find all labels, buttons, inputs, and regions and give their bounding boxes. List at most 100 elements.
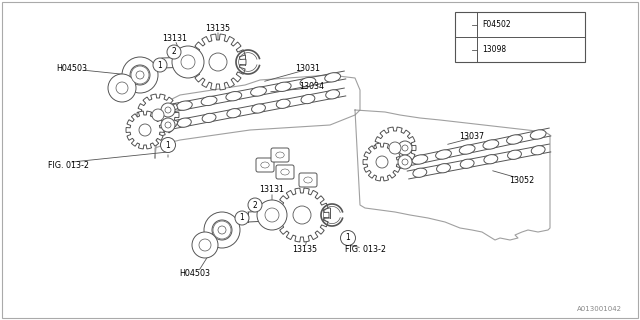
Circle shape <box>199 239 211 251</box>
Circle shape <box>122 57 158 93</box>
Circle shape <box>212 220 232 240</box>
Text: 1: 1 <box>166 140 170 149</box>
Text: 13034: 13034 <box>300 82 324 91</box>
Circle shape <box>152 109 164 121</box>
Circle shape <box>376 156 388 168</box>
Circle shape <box>209 53 227 71</box>
Ellipse shape <box>177 101 192 110</box>
Ellipse shape <box>436 164 451 173</box>
Circle shape <box>130 65 150 85</box>
Ellipse shape <box>460 145 475 154</box>
Text: F04502: F04502 <box>482 20 511 29</box>
Text: A013001042: A013001042 <box>577 306 622 312</box>
Circle shape <box>167 45 181 59</box>
Text: H04503: H04503 <box>179 269 211 278</box>
Circle shape <box>192 232 218 258</box>
Text: H04503: H04503 <box>56 63 88 73</box>
Circle shape <box>181 55 195 69</box>
Circle shape <box>293 206 311 224</box>
Ellipse shape <box>261 162 269 168</box>
Text: FIG. 013-2: FIG. 013-2 <box>344 245 385 254</box>
Ellipse shape <box>413 168 427 177</box>
Circle shape <box>161 138 175 153</box>
Polygon shape <box>374 127 416 169</box>
Polygon shape <box>363 143 401 181</box>
Text: 1: 1 <box>463 21 467 28</box>
Ellipse shape <box>275 82 291 92</box>
Ellipse shape <box>276 99 290 108</box>
Ellipse shape <box>304 177 312 183</box>
Ellipse shape <box>326 90 340 99</box>
FancyBboxPatch shape <box>271 148 289 162</box>
Circle shape <box>172 46 204 78</box>
Ellipse shape <box>412 155 428 164</box>
Circle shape <box>458 18 472 31</box>
Text: 13131: 13131 <box>259 186 285 195</box>
Ellipse shape <box>300 77 316 87</box>
Text: 2: 2 <box>463 46 467 52</box>
Text: 1: 1 <box>239 213 244 222</box>
Text: 13031: 13031 <box>296 63 321 73</box>
Circle shape <box>398 141 412 155</box>
Circle shape <box>165 122 171 128</box>
Circle shape <box>398 155 412 169</box>
Circle shape <box>235 211 249 225</box>
Ellipse shape <box>226 92 242 101</box>
FancyBboxPatch shape <box>455 12 585 62</box>
Circle shape <box>389 142 401 154</box>
Text: 2: 2 <box>253 201 257 210</box>
Ellipse shape <box>301 94 315 104</box>
Circle shape <box>248 198 262 212</box>
FancyBboxPatch shape <box>256 158 274 172</box>
Text: 13135: 13135 <box>292 245 317 254</box>
Text: 2: 2 <box>172 47 177 57</box>
Ellipse shape <box>436 150 451 159</box>
Text: 1: 1 <box>346 234 350 243</box>
Ellipse shape <box>531 146 545 155</box>
Polygon shape <box>190 34 246 90</box>
Circle shape <box>340 230 355 245</box>
Circle shape <box>213 221 231 239</box>
Ellipse shape <box>508 150 522 159</box>
Ellipse shape <box>507 135 522 144</box>
Text: 13135: 13135 <box>205 23 230 33</box>
Circle shape <box>136 71 144 79</box>
Circle shape <box>218 226 226 234</box>
Ellipse shape <box>531 130 546 139</box>
Ellipse shape <box>252 104 266 113</box>
FancyBboxPatch shape <box>276 165 294 179</box>
Text: 1: 1 <box>157 60 163 69</box>
Circle shape <box>153 58 167 72</box>
Ellipse shape <box>276 152 284 158</box>
Text: 13098: 13098 <box>482 45 506 54</box>
Circle shape <box>402 145 408 151</box>
Circle shape <box>139 124 151 136</box>
Text: 13052: 13052 <box>509 175 534 185</box>
Circle shape <box>108 74 136 102</box>
Ellipse shape <box>227 108 241 118</box>
Polygon shape <box>275 188 329 242</box>
Circle shape <box>161 103 175 117</box>
Polygon shape <box>137 94 179 136</box>
Ellipse shape <box>484 155 498 164</box>
Ellipse shape <box>201 96 217 106</box>
Circle shape <box>131 66 149 84</box>
Ellipse shape <box>324 73 340 82</box>
Circle shape <box>161 118 175 132</box>
Ellipse shape <box>483 140 499 149</box>
Circle shape <box>204 212 240 248</box>
Circle shape <box>402 159 408 165</box>
Ellipse shape <box>202 113 216 123</box>
Circle shape <box>257 200 287 230</box>
Circle shape <box>116 82 128 94</box>
Ellipse shape <box>460 159 474 168</box>
Text: FIG. 013-2: FIG. 013-2 <box>47 161 88 170</box>
Text: 13037: 13037 <box>460 132 484 140</box>
Polygon shape <box>126 111 164 149</box>
Circle shape <box>165 107 171 113</box>
Circle shape <box>458 43 472 56</box>
Ellipse shape <box>281 169 289 175</box>
Text: 13131: 13131 <box>163 34 188 43</box>
FancyBboxPatch shape <box>299 173 317 187</box>
Circle shape <box>265 208 279 222</box>
